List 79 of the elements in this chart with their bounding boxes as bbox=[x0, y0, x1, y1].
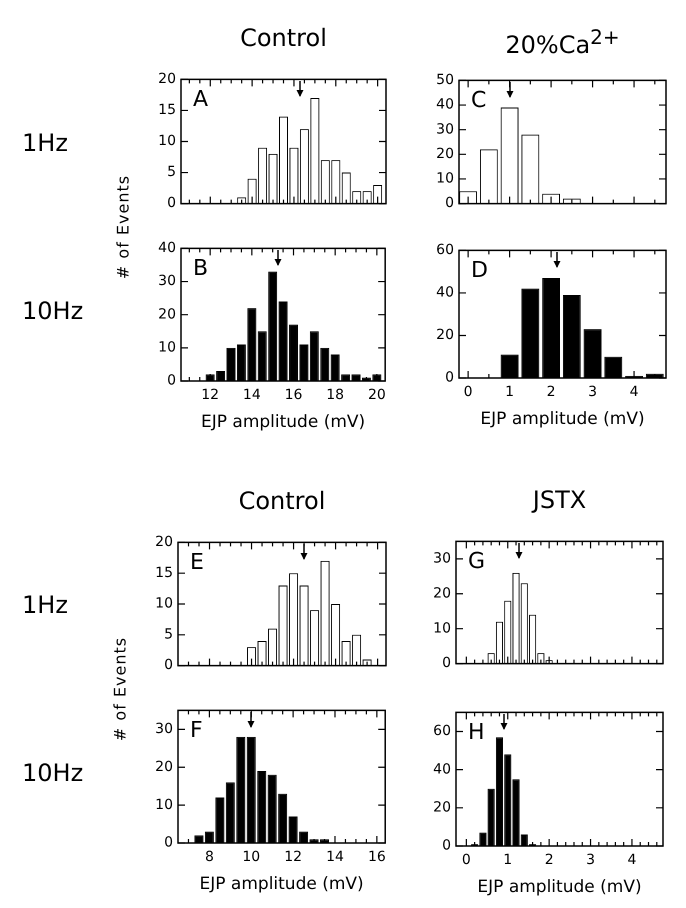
text: 10Hz bbox=[22, 297, 84, 325]
x-tick-label: 16 bbox=[284, 387, 302, 404]
annotation: H bbox=[468, 720, 485, 746]
y-tick-label: 0 bbox=[164, 834, 173, 851]
y-tick-label: 0 bbox=[164, 657, 173, 674]
x-tick-label: 0 bbox=[464, 384, 473, 400]
y-tick-label: 0 bbox=[167, 195, 176, 212]
y-tick-label: 0 bbox=[445, 370, 454, 386]
annotation: G bbox=[468, 549, 486, 574]
y-tick-label: 10 bbox=[155, 596, 173, 612]
y-tick-label: 20 bbox=[433, 799, 451, 816]
x-tick-label: 1 bbox=[505, 384, 514, 400]
y-tick-label: 20 bbox=[158, 306, 176, 322]
annotation: C bbox=[471, 88, 486, 114]
y-tick-label: 10 bbox=[436, 170, 454, 187]
y-tick-label: 30 bbox=[433, 550, 451, 566]
y-tick-label: 10 bbox=[433, 620, 451, 636]
y-tick-label: 20 bbox=[433, 585, 451, 602]
x-tick-label: 0 bbox=[462, 852, 471, 868]
x-tick-label: 3 bbox=[588, 384, 598, 400]
y-tick-label: 20 bbox=[155, 534, 173, 550]
x-tick-label: 10 bbox=[242, 849, 260, 866]
annotation: E bbox=[190, 550, 204, 576]
y-tick-label: 60 bbox=[433, 723, 451, 740]
y-tick-label: 20 bbox=[436, 327, 454, 344]
y-tick-label: 0 bbox=[442, 838, 451, 854]
x-tick-label: 4 bbox=[627, 852, 636, 868]
x-tick-label: 14 bbox=[326, 849, 344, 866]
x-tick-label: 14 bbox=[242, 387, 261, 404]
x-tick-label: 20 bbox=[368, 387, 386, 404]
x-axis-title: EJP amplitude (mV) bbox=[200, 412, 366, 432]
chart-title: JSTX bbox=[530, 486, 588, 514]
y-tick-label: 40 bbox=[436, 284, 454, 301]
y-tick-label: 30 bbox=[436, 121, 454, 138]
y-tick-label: 60 bbox=[436, 242, 454, 258]
y-tick-label: 15 bbox=[155, 564, 173, 581]
y-tick-label: 30 bbox=[158, 273, 176, 290]
annotation: B bbox=[193, 256, 208, 282]
y-axis-title: # of Events bbox=[114, 174, 132, 280]
annotation: D bbox=[471, 258, 488, 284]
y-tick-label: 30 bbox=[155, 720, 173, 737]
x-tick-label: 16 bbox=[368, 849, 386, 866]
text: 1Hz bbox=[22, 128, 68, 156]
y-tick-label: 10 bbox=[155, 796, 173, 813]
y-tick-label: 40 bbox=[436, 96, 454, 113]
x-axis-title: EJP amplitude (mV) bbox=[480, 409, 645, 430]
x-tick-label: 12 bbox=[284, 849, 302, 866]
y-tick-label: 20 bbox=[155, 758, 173, 775]
annotation: F bbox=[190, 718, 203, 744]
y-tick-label: 0 bbox=[442, 655, 451, 672]
chart-title: 20%Ca$^{2+}$ bbox=[504, 25, 621, 59]
x-tick-label: 8 bbox=[204, 849, 214, 866]
x-tick-label: 2 bbox=[544, 852, 554, 868]
y-tick-label: 10 bbox=[158, 133, 176, 150]
x-axis-title: EJP amplitude (mV) bbox=[477, 877, 642, 898]
chart-title: Control bbox=[238, 487, 326, 515]
x-tick-label: 2 bbox=[546, 384, 556, 400]
y-tick-label: 5 bbox=[167, 164, 176, 180]
y-tick-label: 40 bbox=[433, 761, 451, 778]
y-tick-label: 5 bbox=[164, 626, 173, 642]
text: 1Hz bbox=[22, 591, 68, 619]
y-tick-label: 10 bbox=[158, 339, 176, 356]
chart-title: Control bbox=[239, 24, 328, 52]
x-tick-label: 4 bbox=[630, 384, 639, 400]
y-tick-label: 50 bbox=[436, 72, 454, 88]
y-tick-label: 20 bbox=[158, 71, 176, 88]
annotation: A bbox=[193, 87, 208, 112]
y-tick-label: 20 bbox=[436, 146, 454, 162]
x-tick-label: 1 bbox=[503, 852, 512, 868]
y-axis-title: # of Events bbox=[110, 636, 130, 742]
x-tick-label: 3 bbox=[586, 852, 596, 868]
text: 10Hz bbox=[22, 759, 84, 787]
x-axis-title: EJP amplitude (mV) bbox=[200, 874, 364, 894]
x-tick-label: 12 bbox=[201, 387, 220, 404]
y-tick-label: 0 bbox=[445, 195, 454, 212]
x-tick-label: 18 bbox=[326, 387, 344, 404]
y-tick-label: 15 bbox=[158, 102, 176, 118]
y-tick-label: 0 bbox=[167, 372, 176, 389]
y-tick-label: 40 bbox=[158, 240, 176, 256]
